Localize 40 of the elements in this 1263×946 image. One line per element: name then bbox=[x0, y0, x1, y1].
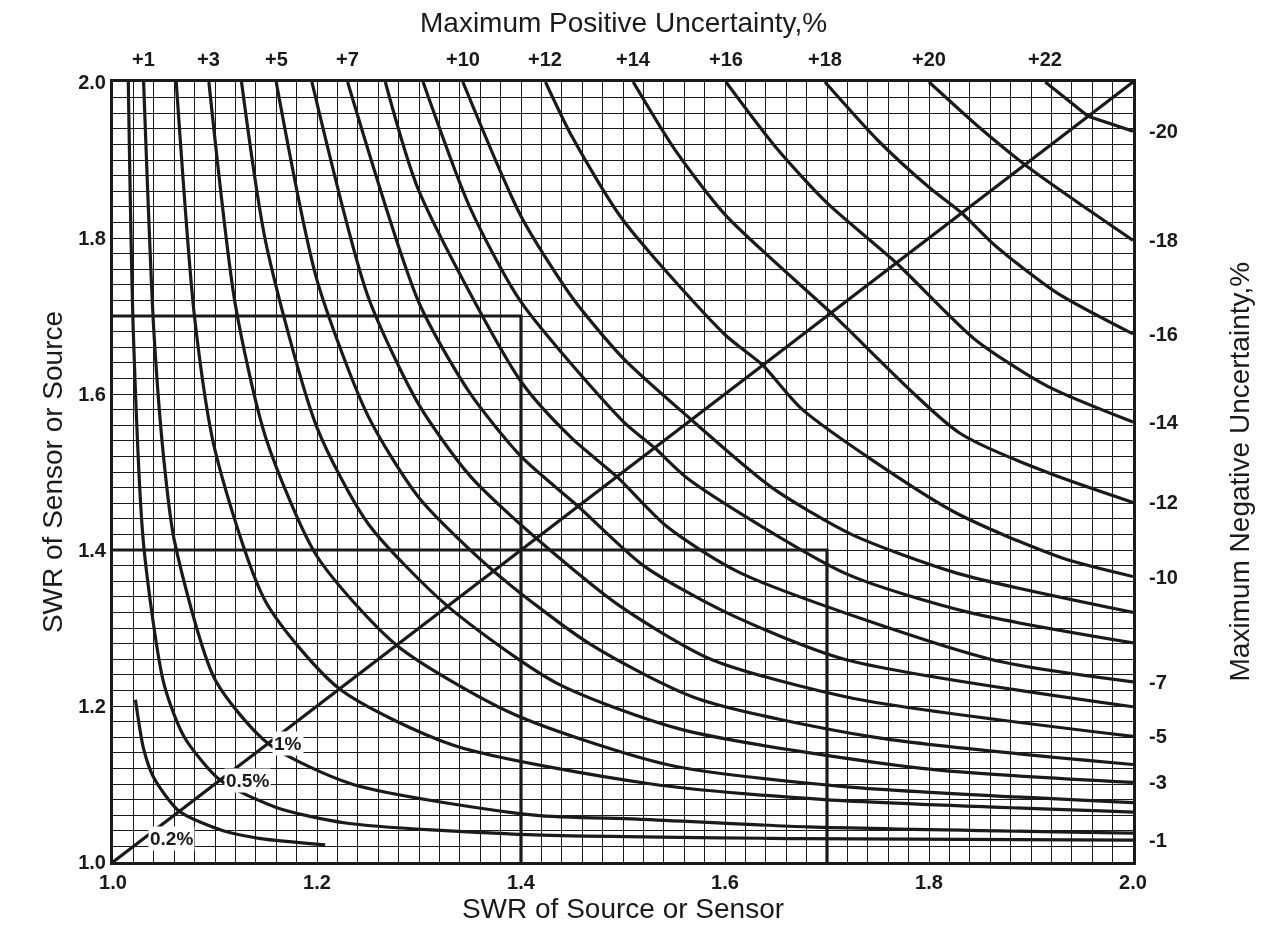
x-tick-label: 1.8 bbox=[915, 871, 943, 893]
annotation: 0.5% bbox=[226, 770, 270, 791]
y-tick-label: 1.0 bbox=[78, 851, 106, 873]
x-tick-label: 2.0 bbox=[1119, 871, 1147, 893]
annotation: 0.2% bbox=[150, 828, 194, 849]
annotation: -16 bbox=[1149, 323, 1178, 345]
annotation: +7 bbox=[336, 48, 359, 70]
annotation: +22 bbox=[1028, 48, 1062, 70]
annotation: -7 bbox=[1149, 671, 1167, 693]
annotation: -14 bbox=[1149, 411, 1179, 433]
annotation: -12 bbox=[1149, 491, 1178, 513]
annotation: -1 bbox=[1149, 829, 1167, 851]
y2-axis-title: Maximum Negative Uncertainty,% bbox=[1223, 261, 1255, 682]
y-axis-title: SWR of Sensor or Source bbox=[36, 310, 68, 634]
annotation: +18 bbox=[808, 48, 842, 70]
annotation: -5 bbox=[1149, 725, 1167, 747]
y-tick-label: 1.6 bbox=[78, 383, 106, 405]
annotation: +12 bbox=[528, 48, 562, 70]
annotation: -10 bbox=[1149, 566, 1178, 588]
x-tick-label: 1.6 bbox=[711, 871, 739, 893]
y-tick-label: 1.2 bbox=[78, 695, 106, 717]
annotation: +20 bbox=[912, 48, 946, 70]
annotation: -20 bbox=[1149, 120, 1178, 142]
annotation: +1 bbox=[132, 48, 155, 70]
annotation: -18 bbox=[1149, 229, 1178, 251]
x-tick-label: 1.0 bbox=[99, 871, 127, 893]
y-tick-label: 2.0 bbox=[78, 71, 106, 93]
y-tick-label: 1.4 bbox=[78, 539, 107, 561]
annotation: +10 bbox=[446, 48, 480, 70]
x2-axis-title: Maximum Positive Uncertainty,% bbox=[420, 7, 828, 38]
annotation: +16 bbox=[709, 48, 743, 70]
y-tick-label: 1.8 bbox=[78, 227, 106, 249]
annotation: +14 bbox=[616, 48, 651, 70]
annotation: +3 bbox=[197, 48, 220, 70]
x-tick-label: 1.4 bbox=[507, 871, 536, 893]
annotation: +5 bbox=[265, 48, 288, 70]
x-axis-title: SWR of Source or Sensor bbox=[461, 893, 785, 924]
annotation: -3 bbox=[1149, 771, 1167, 793]
x-tick-label: 1.2 bbox=[303, 871, 331, 893]
annotation: 1% bbox=[274, 733, 302, 754]
